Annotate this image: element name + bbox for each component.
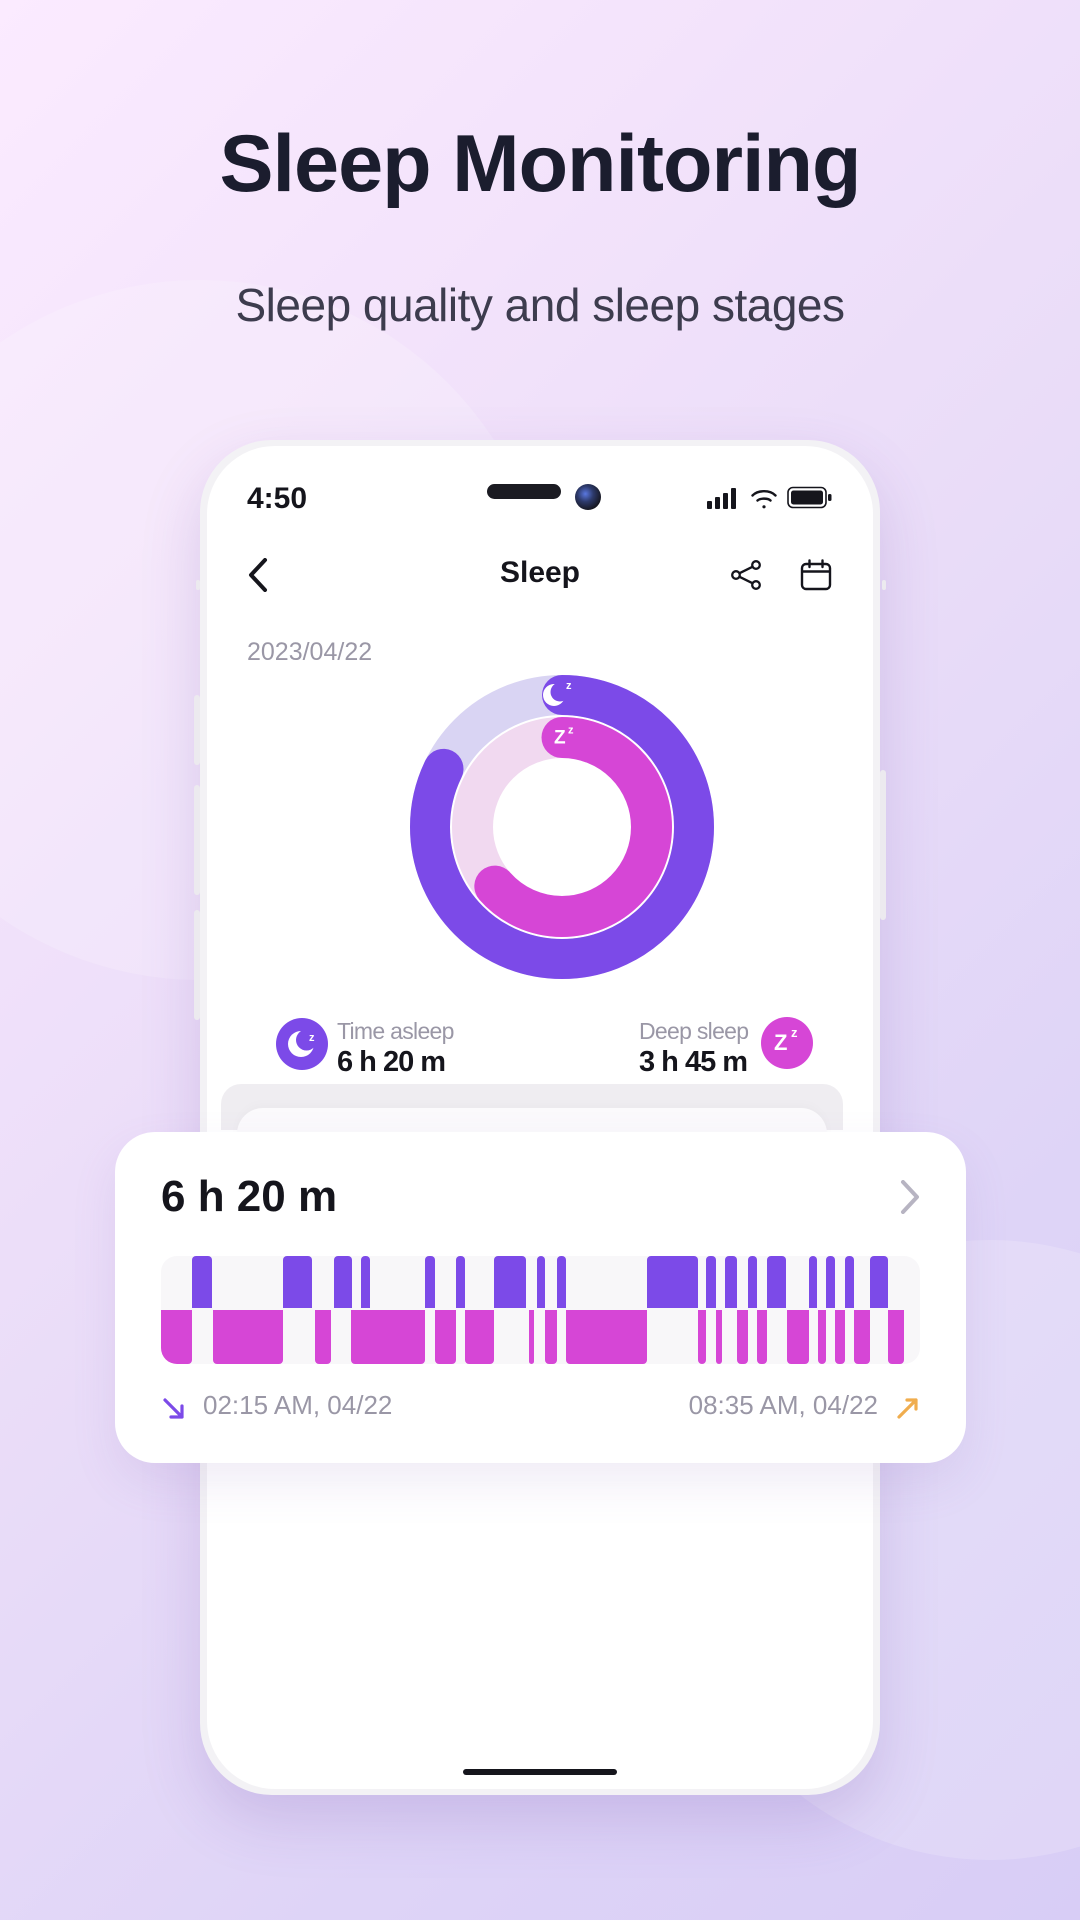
svg-text:z: z: [568, 725, 574, 737]
svg-text:z: z: [566, 680, 572, 692]
svg-text:Z: Z: [554, 728, 566, 749]
